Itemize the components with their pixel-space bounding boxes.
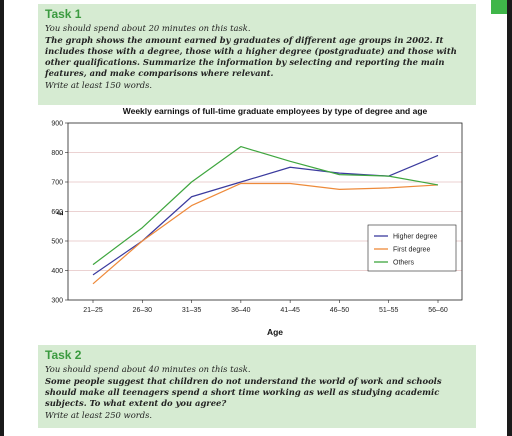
task2-instruction: You should spend about 40 minutes on thi… [45,364,251,374]
line-chart: Weekly earnings of full-time graduate em… [51,106,463,337]
task1-title: Task 1 [45,7,82,21]
left-frame-edge [0,0,4,436]
task1-word-count: Write at least 150 words. [45,80,153,90]
x-axis-label: Age [267,327,283,337]
series-line-first-degree [92,182,439,285]
y-tick-label: 900 [51,121,63,128]
task1-prompt: The graph shows the amount earned by gra… [45,35,457,78]
x-tick-label: 51–55 [379,307,399,314]
task2-prompt: Some people suggest that children do not… [45,376,442,408]
x-axis: 21–25 26–30 31–35 36–40 41–45 46–50 51–55 56–60 [83,300,448,314]
chart-title: Weekly earnings of full-time graduate em… [123,106,428,116]
x-tick-label: 26–30 [133,307,153,314]
x-tick-label: 31–35 [182,307,202,314]
legend-label: First degree [393,247,430,254]
legend-label: Higher degree [393,234,437,241]
series-line-others [92,145,439,266]
y-tick-label: 400 [51,268,63,275]
x-tick-label: 56–60 [428,307,448,314]
green-corner-tab [491,0,507,14]
y-tick-label: 500 [51,239,63,246]
task2-word-count: Write at least 250 words. [45,410,153,420]
task2-title: Task 2 [45,348,82,362]
x-tick-label: 41–45 [280,307,300,314]
legend-label: Others [393,260,415,267]
y-axis-label: £ [56,210,65,215]
y-tick-label: 600 [51,209,63,216]
right-frame-edge [507,0,512,436]
task1-instruction: You should spend about 20 minutes on thi… [45,23,251,33]
legend-box [367,224,457,272]
task1-box: Task 1 You should spend about 20 minutes… [38,4,476,105]
y-tick-label: 800 [51,150,63,157]
y-tick-label: 300 [51,298,63,305]
chart-area: Weekly earnings of full-time graduate em… [38,105,476,345]
y-axis: 300 400 500 600 700 800 900 [51,121,68,305]
series-lines [92,145,439,285]
chart-legend: Higher degree First degree Others [367,224,457,272]
task2-box: Task 2 You should spend about 40 minutes… [38,345,476,428]
y-tick-label: 700 [51,180,63,187]
x-tick-label: 36–40 [231,307,251,314]
x-tick-label: 46–50 [330,307,350,314]
x-tick-label: 21–25 [83,307,103,314]
